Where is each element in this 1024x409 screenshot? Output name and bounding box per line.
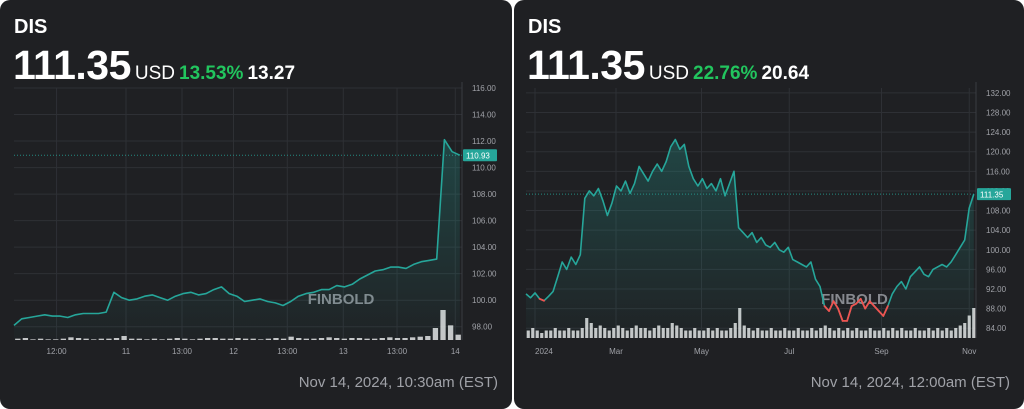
y-tick-label: 124.00 <box>986 128 1011 137</box>
y-tick-label: 92.00 <box>986 285 1007 294</box>
y-tick-label: 132.00 <box>986 89 1011 98</box>
y-tick-label: 128.00 <box>986 109 1011 118</box>
price-line-segment-down <box>855 297 862 305</box>
price-area <box>14 139 460 340</box>
price-chart-ytd: 84.00 88.00 92.00 96.00 100.00 104.00 108.00 11… <box>525 82 1011 356</box>
y-tick-label: 98.00 <box>472 323 493 332</box>
y-tick-label: 96.00 <box>986 265 1007 274</box>
y-tick-label: 100.00 <box>472 296 497 305</box>
x-tick-label: 13 <box>339 347 348 356</box>
price-area <box>526 139 974 338</box>
x-tick-label: 13:00 <box>172 347 193 356</box>
price-row: 111.35 USD 13.53% 13.27 <box>13 42 295 89</box>
y-tick-label: 104.00 <box>986 226 1011 235</box>
y-tick-label: 112.00 <box>472 137 496 146</box>
x-tick-label: 13:00 <box>387 347 408 356</box>
chart-timestamp: Nov 14, 2024, 10:30am (EST) <box>298 374 498 391</box>
last-value-badge <box>463 149 497 162</box>
currency-label: USD <box>134 63 176 84</box>
x-tick-label: 11 <box>122 347 131 356</box>
x-tick-label: 12:00 <box>47 347 68 356</box>
y-tick-label: 106.00 <box>472 217 497 226</box>
last-value-badge <box>977 188 1011 201</box>
y-tick-label: 84.00 <box>986 324 1007 333</box>
y-tick-label: 120.00 <box>986 148 1011 157</box>
price-line <box>13 138 461 327</box>
ticker-symbol: DIS <box>14 16 48 38</box>
y-tick-label: 114.00 <box>472 111 496 120</box>
price-row: 111.35 USD 22.76% 20.64 <box>527 42 809 89</box>
chart-card-ytd: DIS 111.35 USD 22.76% 20.64 84.00 88.00 92.00… <box>514 0 1024 409</box>
price-line-segment-down <box>859 297 867 310</box>
x-tick-label: Sep <box>874 347 889 356</box>
x-tick-label: 2024 <box>535 347 553 356</box>
price-line-segment-down <box>538 297 545 302</box>
price-line-segment-down <box>864 300 871 310</box>
price-line-segment-down <box>868 300 876 308</box>
change-percent: 22.76% <box>693 63 758 84</box>
y-tick-label: 104.00 <box>472 243 497 252</box>
y-tick-label: 100.00 <box>986 246 1011 255</box>
x-tick-label: Nov <box>962 347 976 356</box>
last-value-label: 111.35 <box>980 191 1004 200</box>
price-line-segment-down <box>882 305 889 317</box>
price-line-segment-down <box>832 300 839 310</box>
price-line-segment-down <box>837 307 844 322</box>
x-tick-label: 14 <box>451 347 460 356</box>
y-tick-label: 102.00 <box>472 270 497 279</box>
ticker-symbol: DIS <box>528 16 562 38</box>
x-tick-label: Jul <box>784 347 794 356</box>
chart-timestamp: Nov 14, 2024, 12:00am (EST) <box>810 374 1010 391</box>
current-price: 111.35 <box>13 42 131 88</box>
last-value-label: 110.93 <box>466 152 490 161</box>
y-tick-label: 110.00 <box>472 164 496 173</box>
price-chart-intraday: 98.00 100.00 102.00 104.00 106.00 108.00 110.0… <box>13 82 497 356</box>
x-tick-label: May <box>694 347 709 356</box>
x-tick-label: 13:00 <box>277 347 298 356</box>
change-value: 13.27 <box>247 63 296 84</box>
price-line-segment-down <box>873 305 880 312</box>
price-line <box>525 138 975 322</box>
y-tick-label: 116.00 <box>986 167 1010 176</box>
x-tick-label: 12 <box>229 347 238 356</box>
y-tick-label: 116.00 <box>472 84 496 93</box>
change-value: 20.64 <box>761 63 810 84</box>
change-percent: 13.53% <box>179 63 244 84</box>
y-tick-label: 88.00 <box>986 305 1007 314</box>
chart-card-intraday: DIS 111.35 USD 13.53% 13.27 98.00 100.00 102.… <box>0 0 512 409</box>
current-price: 111.35 <box>527 42 645 88</box>
price-line-segment-down <box>846 305 853 322</box>
y-tick-label: 108.00 <box>472 190 497 199</box>
price-line-segment-down <box>877 310 885 317</box>
y-tick-label: 108.00 <box>986 207 1011 216</box>
x-tick-label: Mar <box>609 347 623 356</box>
price-line-segment-down <box>823 305 830 312</box>
currency-label: USD <box>648 63 690 84</box>
price-line-segment-down <box>828 300 835 312</box>
